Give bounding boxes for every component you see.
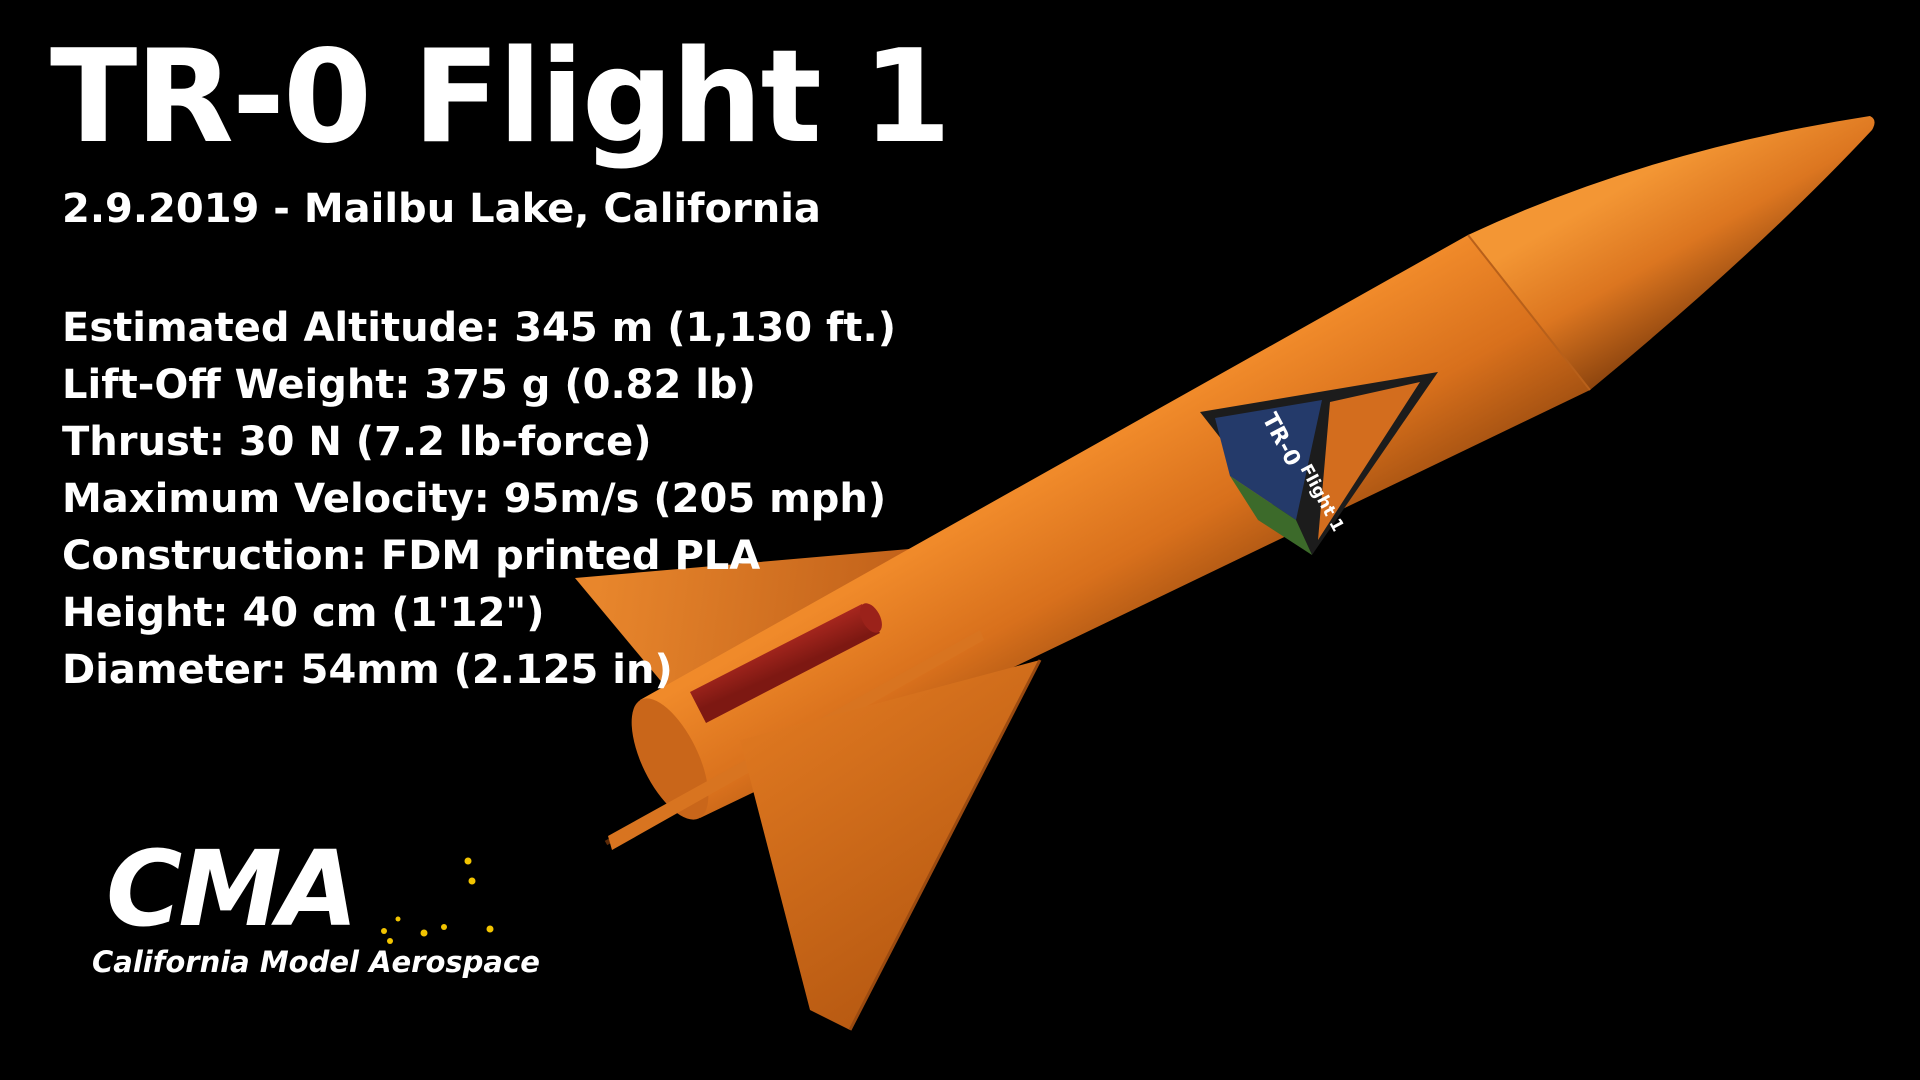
launch-lug: [690, 603, 882, 723]
spec-list: Estimated Altitude: 345 m (1,130 ft.) Li…: [62, 300, 896, 699]
spec-altitude: Estimated Altitude: 345 m (1,130 ft.): [62, 305, 896, 351]
spec-height: Height: 40 cm (1'12"): [62, 590, 545, 636]
logo-tagline: California Model Aerospace: [92, 945, 540, 979]
fin-front: [740, 659, 1042, 1031]
spec-construction: Construction: FDM printed PLA: [62, 533, 761, 579]
spec-diameter: Diameter: 54mm (2.125 in): [62, 647, 673, 693]
stars-icon: [381, 857, 494, 944]
spec-weight: Lift-Off Weight: 375 g (0.82 lb): [62, 362, 756, 408]
cma-logo: CMA California Model Aerospace: [92, 828, 540, 985]
nose-cone: [1467, 116, 1875, 391]
decal: TR-0 Flight 1: [1200, 372, 1438, 555]
date-location: 2.9.2019 - Mailbu Lake, California: [62, 186, 821, 232]
page-title: TR-0 Flight 1: [50, 23, 951, 172]
spec-velocity: Maximum Velocity: 95m/s (205 mph): [62, 476, 887, 522]
logo-mark: CMA: [106, 828, 358, 950]
body-tube: [631, 235, 1590, 820]
spec-thrust: Thrust: 30 N (7.2 lb-force): [62, 419, 652, 465]
